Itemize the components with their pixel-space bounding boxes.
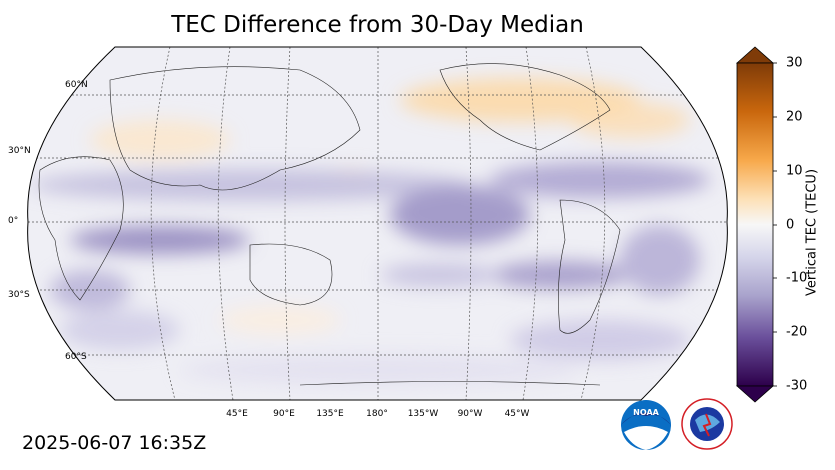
coastlines xyxy=(38,63,621,386)
timestamp: 2025-06-07 16:35Z xyxy=(22,432,207,454)
colorbar-tick-neg10: -10 xyxy=(786,270,808,286)
lon-label-135w: 135°W xyxy=(407,409,439,419)
tec-anomaly-field xyxy=(30,78,710,386)
map-boundary xyxy=(27,46,728,401)
colorbar-min-arrow xyxy=(735,385,775,403)
colorbar-tick-30: 30 xyxy=(786,55,803,71)
noaa-logo-text: NOAA xyxy=(633,408,659,417)
graticule xyxy=(27,47,728,400)
colorbar-tick-neg20: -20 xyxy=(786,324,808,340)
lat-label-60n: 60°N xyxy=(65,80,88,90)
colorbar-tick-neg30: -30 xyxy=(786,378,808,394)
colorbar xyxy=(735,46,777,403)
lat-label-30n: 30°N xyxy=(8,146,31,156)
lon-label-180: 180° xyxy=(366,409,388,419)
noaa-logo: NOAA xyxy=(621,400,671,450)
lon-label-45e: 45°E xyxy=(226,409,248,419)
lon-label-90e: 90°E xyxy=(273,409,295,419)
tec-map xyxy=(27,47,728,400)
map-title: TEC Difference from 30-Day Median xyxy=(171,12,584,38)
lat-label-60s: 60°S xyxy=(65,352,87,362)
nws-logo xyxy=(681,398,733,450)
colorbar-label: Vertical TEC (TECU) xyxy=(804,168,820,297)
lon-label-90w: 90°W xyxy=(457,409,483,419)
lon-label-45w: 45°W xyxy=(504,409,530,419)
lon-label-135e: 135°E xyxy=(316,409,344,419)
lat-label-30s: 30°S xyxy=(8,290,30,300)
colorbar-scale xyxy=(736,62,774,387)
lat-label-0: 0° xyxy=(8,216,19,226)
colorbar-tick-10: 10 xyxy=(786,163,803,179)
colorbar-tick-20: 20 xyxy=(786,109,803,125)
colorbar-max-arrow xyxy=(735,46,775,64)
colorbar-tick-0: 0 xyxy=(786,217,795,233)
